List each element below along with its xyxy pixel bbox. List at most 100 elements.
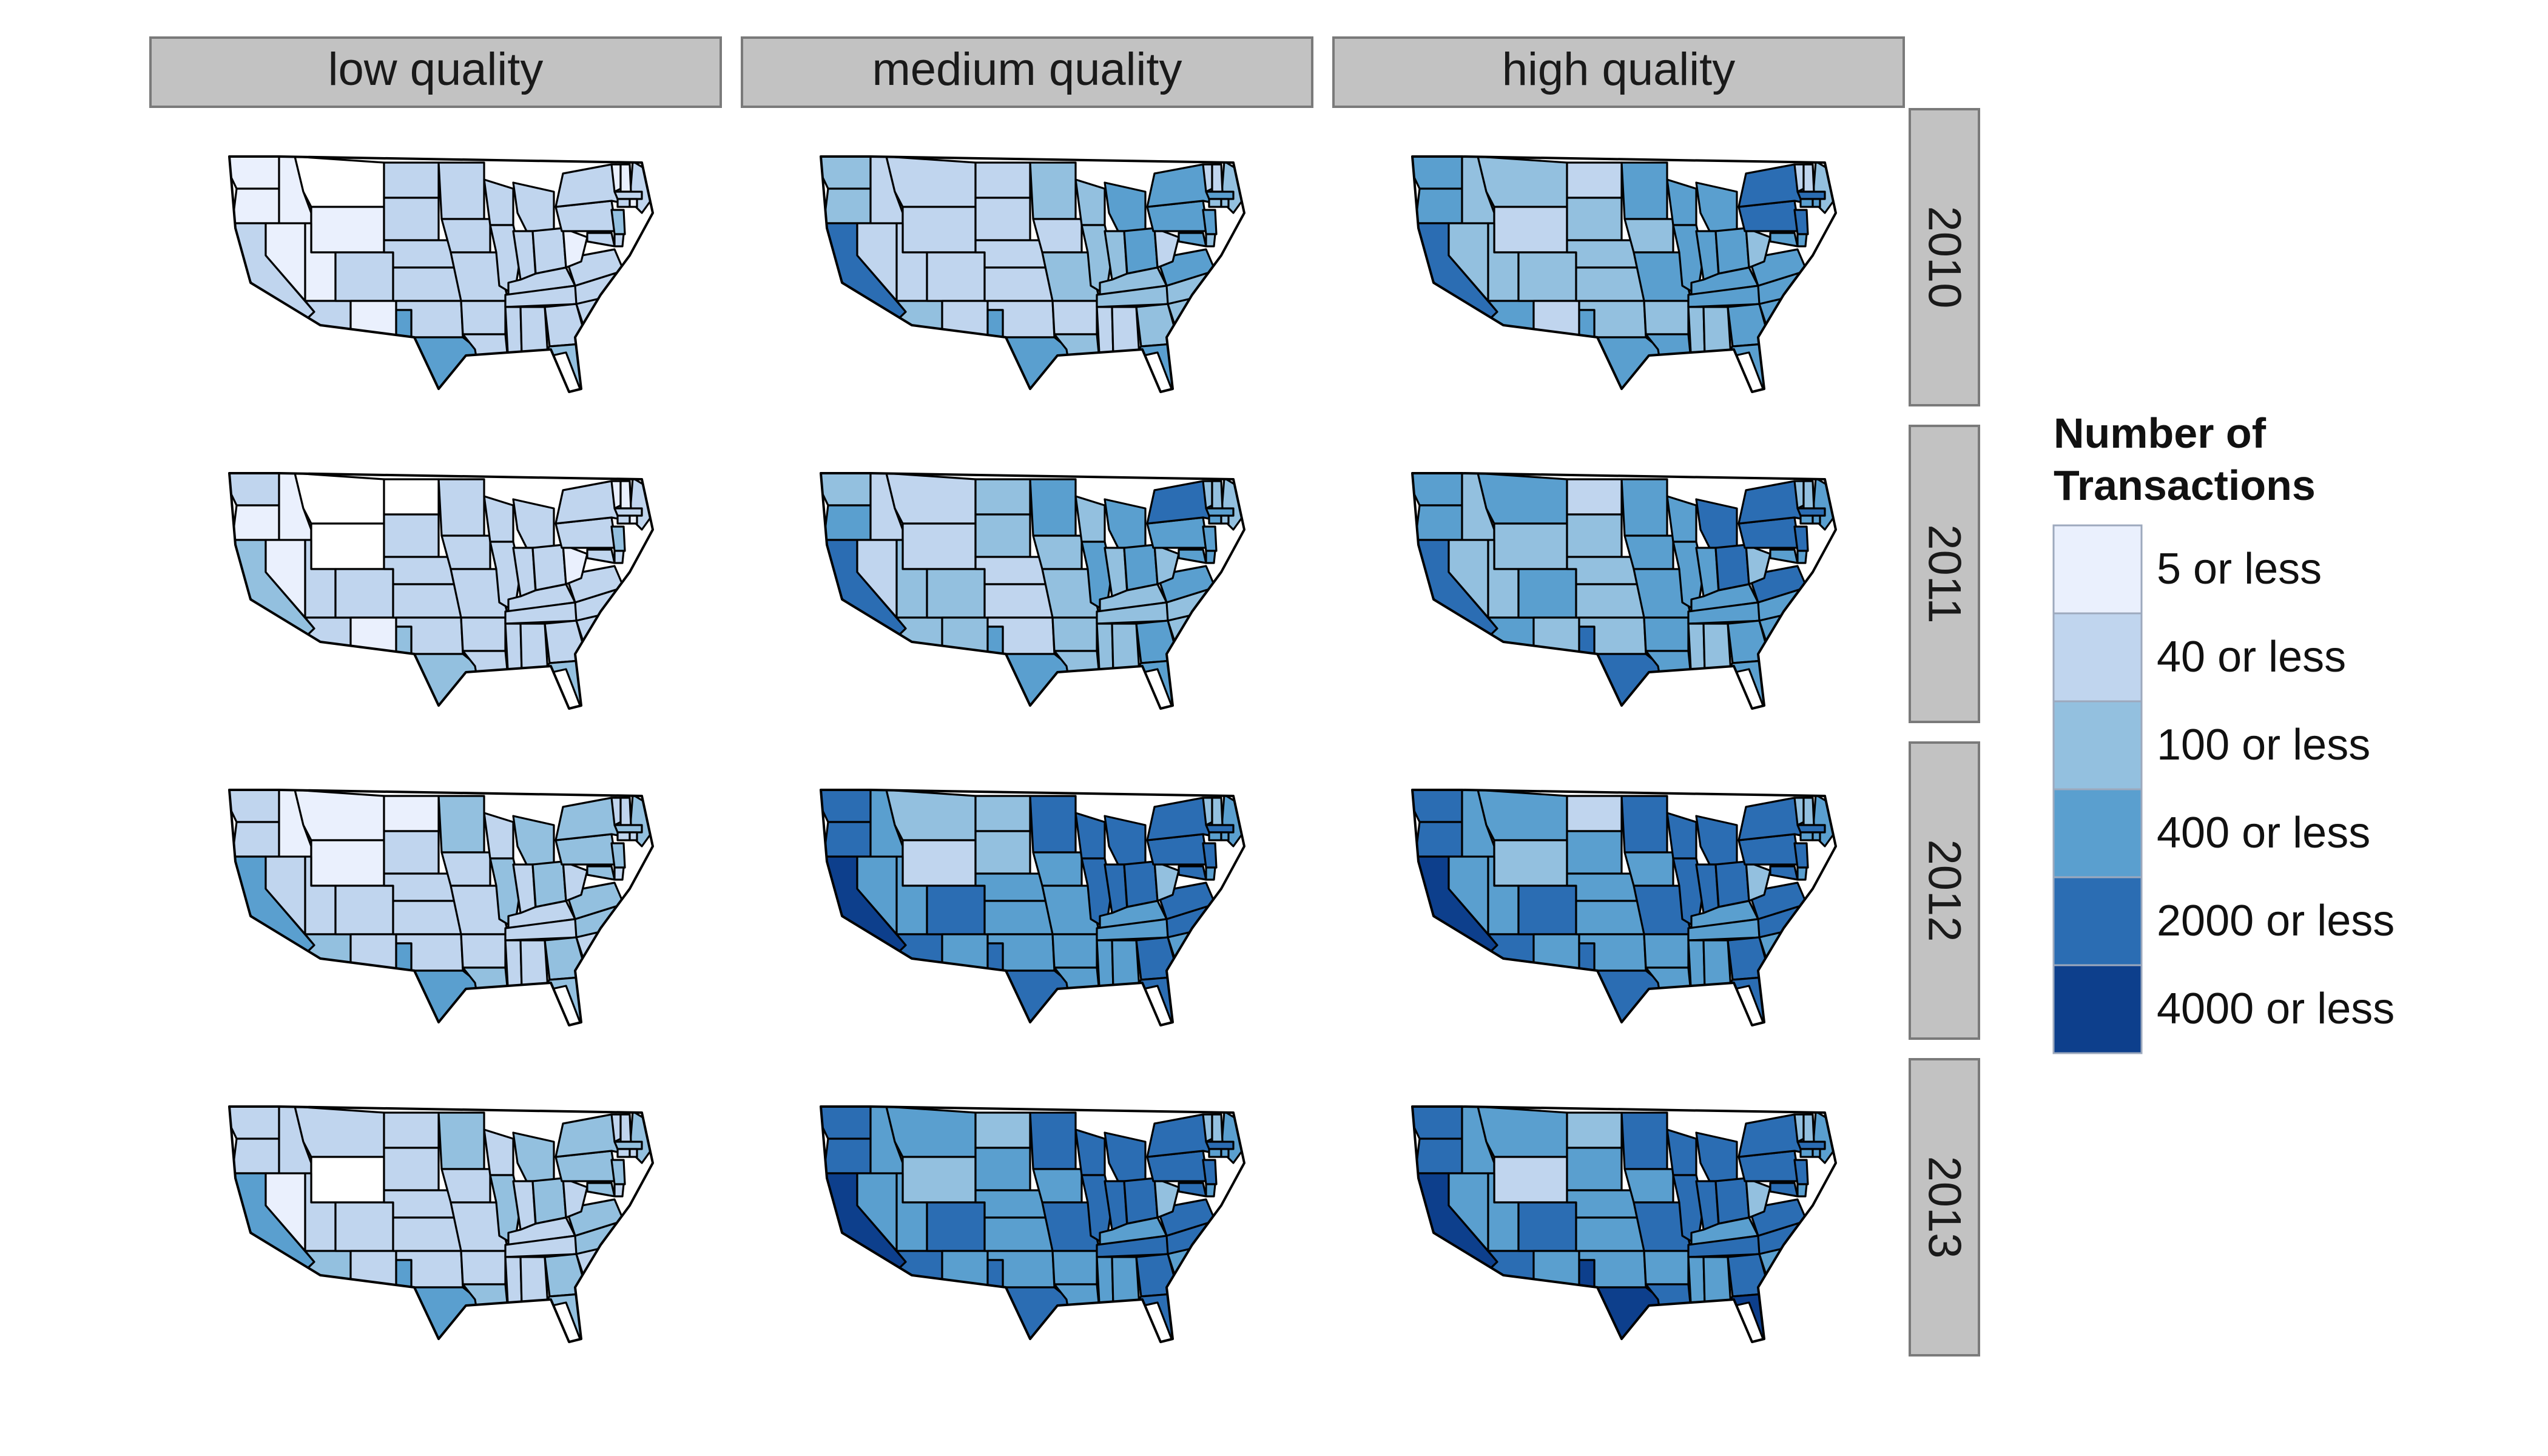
state-al bbox=[1111, 306, 1141, 357]
us-outline bbox=[228, 1105, 654, 1343]
state-co bbox=[334, 568, 394, 619]
row-strip-2010: 2010 bbox=[1909, 108, 1980, 406]
state-ne bbox=[974, 556, 1050, 585]
row-strip-box bbox=[1909, 108, 1980, 406]
state-co bbox=[926, 568, 986, 619]
state-or bbox=[231, 821, 280, 858]
state-ma bbox=[1796, 190, 1826, 200]
state-nh bbox=[1802, 480, 1815, 510]
state-ks bbox=[1575, 1216, 1645, 1252]
state-nj bbox=[610, 525, 626, 552]
state-mi bbox=[1104, 498, 1147, 549]
state-ms bbox=[504, 306, 523, 366]
state-mn bbox=[437, 795, 485, 854]
state-de bbox=[1796, 550, 1808, 564]
state-ri bbox=[629, 514, 638, 525]
state-ms bbox=[504, 1256, 523, 1316]
state-al bbox=[1702, 622, 1732, 673]
state-co bbox=[1517, 568, 1577, 619]
legend-key-100-or-less bbox=[2052, 700, 2143, 790]
state-wy bbox=[902, 1156, 977, 1204]
state-al bbox=[1702, 306, 1732, 357]
state-nj bbox=[610, 209, 626, 235]
state-nh bbox=[619, 163, 632, 193]
state-md bbox=[1769, 232, 1799, 248]
state-md bbox=[1769, 865, 1799, 881]
state-wv bbox=[1745, 1177, 1771, 1219]
state-oh bbox=[1123, 227, 1159, 275]
legend-key-40-or-less bbox=[2052, 612, 2143, 703]
map-panel-2010-low-quality bbox=[228, 155, 654, 393]
state-wv bbox=[1745, 860, 1771, 902]
state-ms bbox=[1096, 939, 1114, 999]
state-or bbox=[823, 187, 872, 224]
column-strip-label: high quality bbox=[1502, 44, 1736, 95]
state-ar bbox=[460, 616, 507, 652]
map-panel-2011-low-quality bbox=[228, 472, 654, 710]
us-outline bbox=[820, 789, 1245, 1026]
state-md bbox=[586, 232, 616, 248]
state-nj bbox=[1793, 525, 1809, 552]
row-strip-2013: 2013 bbox=[1909, 1058, 1980, 1357]
state-nd bbox=[1566, 795, 1623, 832]
state-ks bbox=[392, 900, 462, 935]
state-de bbox=[613, 1183, 625, 1198]
state-sd bbox=[974, 513, 1031, 558]
map-panel-2013-high-quality bbox=[1411, 1105, 1837, 1343]
state-ri bbox=[1812, 831, 1821, 841]
state-md bbox=[1178, 1182, 1207, 1198]
state-mn bbox=[437, 478, 485, 537]
map-states bbox=[229, 473, 653, 709]
state-ia bbox=[1623, 1168, 1674, 1204]
map-panel-2013-low-quality bbox=[228, 1105, 654, 1343]
state-ma bbox=[1796, 1141, 1826, 1150]
state-nh bbox=[1211, 1113, 1224, 1143]
state-ks bbox=[983, 900, 1054, 935]
state-or bbox=[231, 1138, 280, 1175]
state-wv bbox=[562, 544, 588, 585]
us-outline bbox=[820, 1105, 1245, 1343]
map-states bbox=[229, 1107, 653, 1342]
state-mn bbox=[1029, 795, 1077, 854]
state-al bbox=[1111, 939, 1141, 990]
state-co bbox=[1517, 885, 1577, 935]
state-md bbox=[1178, 232, 1207, 248]
state-wa bbox=[229, 473, 280, 507]
state-mt bbox=[294, 473, 385, 525]
state-wa bbox=[1412, 790, 1463, 823]
state-ms bbox=[1687, 939, 1706, 999]
state-de bbox=[1205, 866, 1216, 881]
state-nd bbox=[1566, 1111, 1623, 1149]
state-oh bbox=[1714, 544, 1750, 592]
state-sd bbox=[1566, 197, 1623, 241]
state-oh bbox=[1714, 227, 1750, 275]
state-ia bbox=[440, 851, 491, 887]
state-ma bbox=[1205, 507, 1235, 517]
map-panel-2012-high-quality bbox=[1411, 789, 1837, 1026]
state-oh bbox=[1714, 860, 1750, 908]
state-ri bbox=[1220, 831, 1230, 841]
state-ar bbox=[1051, 1250, 1098, 1286]
state-nh bbox=[1802, 1113, 1815, 1143]
legend: Number of Transactions 5 or less 40 or l… bbox=[2052, 410, 2395, 1054]
state-mn bbox=[1029, 478, 1077, 537]
map-states bbox=[821, 157, 1244, 392]
state-mi bbox=[512, 1131, 555, 1182]
state-wv bbox=[1153, 544, 1180, 585]
map-states bbox=[821, 1107, 1244, 1342]
state-ne bbox=[1566, 239, 1641, 269]
state-wi bbox=[1074, 1128, 1106, 1176]
state-co bbox=[926, 251, 986, 302]
state-sd bbox=[1566, 1147, 1623, 1191]
state-ar bbox=[1051, 616, 1098, 652]
state-ma bbox=[1205, 190, 1235, 200]
state-wi bbox=[483, 178, 514, 226]
state-mi bbox=[1695, 1131, 1738, 1182]
state-ne bbox=[383, 872, 458, 902]
state-mn bbox=[1029, 161, 1077, 220]
state-ks bbox=[983, 583, 1054, 619]
state-wa bbox=[821, 157, 872, 190]
state-ms bbox=[1096, 306, 1114, 366]
row-strip-2012: 2012 bbox=[1909, 741, 1980, 1040]
row-strip-2011: 2011 bbox=[1909, 425, 1980, 723]
